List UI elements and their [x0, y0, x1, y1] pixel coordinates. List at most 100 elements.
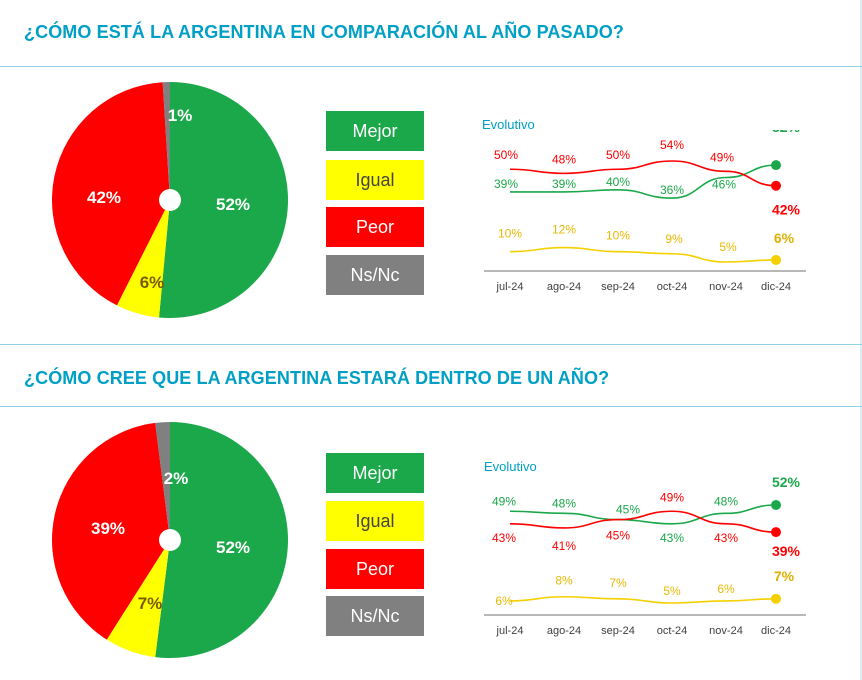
data-label-igual: 12%	[552, 223, 576, 237]
series-end-marker-igual	[771, 593, 781, 604]
data-label-mejor: 52%	[772, 130, 801, 135]
evolutivo-title-2: Evolutivo	[484, 459, 537, 474]
section-title-1: ¿CÓMO ESTÁ LA ARGENTINA EN COMPARACIÓN A…	[24, 22, 624, 42]
series-line-igual	[509, 595, 777, 604]
data-label-mejor: 39%	[494, 177, 518, 191]
data-label-peor: 39%	[772, 543, 801, 559]
x-tick-label: nov-24	[709, 281, 743, 293]
pie-label-mejor: 52%	[216, 538, 250, 557]
legend-label: Mejor	[352, 120, 398, 141]
legend-label: Ns/Nc	[350, 264, 400, 285]
section-separator	[0, 344, 862, 345]
data-label-igual: 8%	[555, 574, 573, 588]
series-end-marker-mejor	[771, 160, 781, 171]
series-line-mejor	[510, 164, 777, 199]
pie-label-mejor: 52%	[216, 195, 250, 214]
x-tick-label: oct-24	[657, 281, 688, 293]
data-label-peor: 49%	[660, 490, 684, 504]
data-label-mejor: 46%	[712, 177, 736, 191]
legend-igual-2: Igual	[326, 501, 424, 541]
pie-label-igual: 7%	[138, 594, 163, 613]
line-chart-1: jul-24 ago-24 sep-24 oct-24 nov-24 dic-24 39% 3…	[484, 130, 806, 293]
data-label-mejor: 36%	[660, 183, 684, 197]
data-label-igual: 5%	[663, 584, 681, 598]
x-tick-label: ago-24	[547, 625, 581, 637]
data-label-igual: 9%	[665, 232, 683, 246]
pie-chart-1: 52% 6% 42% 1%	[52, 82, 289, 319]
series-end-marker-peor	[771, 180, 781, 191]
data-label-mejor: 48%	[552, 496, 576, 510]
pie-slice-nsnc	[162, 82, 170, 200]
x-tick-label: dic-24	[761, 281, 791, 293]
legend-igual-1: Igual	[326, 160, 424, 200]
pie-slice-peor	[52, 82, 170, 306]
data-label-mejor: 49%	[492, 494, 516, 508]
data-label-igual: 10%	[498, 227, 522, 241]
legend-mejor-1: Mejor	[326, 111, 424, 151]
x-tick-label: sep-24	[601, 281, 635, 293]
x-tick-label: oct-24	[657, 625, 688, 637]
data-label-peor: 50%	[606, 148, 630, 162]
data-label-igual: 10%	[606, 229, 630, 243]
data-label-peor: 42%	[772, 202, 801, 218]
data-label-igual: 6%	[495, 594, 513, 608]
data-label-peor: 48%	[552, 152, 576, 166]
legend-mejor-2: Mejor	[326, 453, 424, 493]
pie-center-dot	[159, 529, 181, 551]
pie-label-peor: 42%	[87, 188, 121, 207]
data-label-peor: 49%	[710, 150, 734, 164]
legend-nsnc-1: Ns/Nc	[326, 255, 424, 295]
legend-nsnc-2: Ns/Nc	[326, 596, 424, 636]
series-end-marker-peor	[771, 527, 781, 538]
data-label-igual: 7%	[609, 576, 627, 590]
section-title-2: ¿CÓMO CREE QUE LA ARGENTINA ESTARÁ DENTR…	[24, 368, 610, 388]
legend-label: Peor	[355, 558, 395, 579]
data-label-mejor: 48%	[714, 494, 738, 508]
pie-slice-peor	[52, 422, 170, 640]
x-tick-label: jul-24	[496, 625, 524, 637]
legend-label: Igual	[355, 169, 395, 190]
pie-slice-igual	[106, 540, 170, 658]
legend-label: Ns/Nc	[350, 605, 400, 626]
x-tick-label: dic-24	[761, 625, 791, 637]
line-chart-2: jul-24 ago-24 sep-24 oct-24 nov-24 dic-24 49% 4…	[484, 474, 806, 637]
data-label-mejor: 39%	[552, 177, 576, 191]
series-line-peor	[509, 160, 777, 187]
pie-label-nsnc: 1%	[168, 106, 193, 125]
legend-label: Mejor	[352, 462, 398, 483]
divider-2	[0, 406, 862, 407]
legend-peor-2: Peor	[326, 549, 424, 589]
x-tick-label: sep-24	[601, 625, 635, 637]
legend-label: Igual	[355, 510, 395, 531]
series-line-peor	[509, 510, 777, 533]
data-label-peor: 43%	[714, 531, 738, 545]
series-line-igual	[509, 246, 777, 263]
data-label-peor: 54%	[660, 138, 684, 152]
data-label-peor: 45%	[606, 529, 630, 543]
right-border	[860, 0, 862, 680]
pie-slice-mejor	[159, 82, 289, 319]
data-label-peor: 50%	[494, 148, 518, 162]
series-end-marker-mejor	[771, 500, 781, 510]
x-tick-label: jul-24	[496, 281, 524, 293]
pie-label-nsnc: 2%	[164, 469, 189, 488]
pie-label-igual: 6%	[140, 273, 165, 292]
data-label-mejor: 43%	[660, 531, 684, 545]
x-tick-label: nov-24	[709, 625, 743, 637]
data-label-peor: 43%	[492, 531, 516, 545]
data-label-mejor: 45%	[616, 503, 640, 517]
pie-slice-mejor	[155, 422, 288, 658]
pie-label-peor: 39%	[91, 519, 125, 538]
pie-chart-2: 52% 7% 39% 2%	[52, 422, 288, 658]
series-end-marker-igual	[771, 254, 781, 265]
legend-peor-1: Peor	[326, 207, 424, 247]
data-label-igual: 6%	[717, 582, 735, 596]
x-tick-label: ago-24	[547, 281, 581, 293]
data-label-mejor: 52%	[772, 474, 801, 490]
pie-slice-igual	[116, 200, 170, 318]
data-label-igual: 5%	[719, 240, 737, 254]
pie-center-dot	[159, 189, 181, 211]
data-label-igual: 7%	[774, 568, 795, 584]
divider-1	[0, 66, 862, 67]
data-label-igual: 6%	[774, 230, 795, 246]
